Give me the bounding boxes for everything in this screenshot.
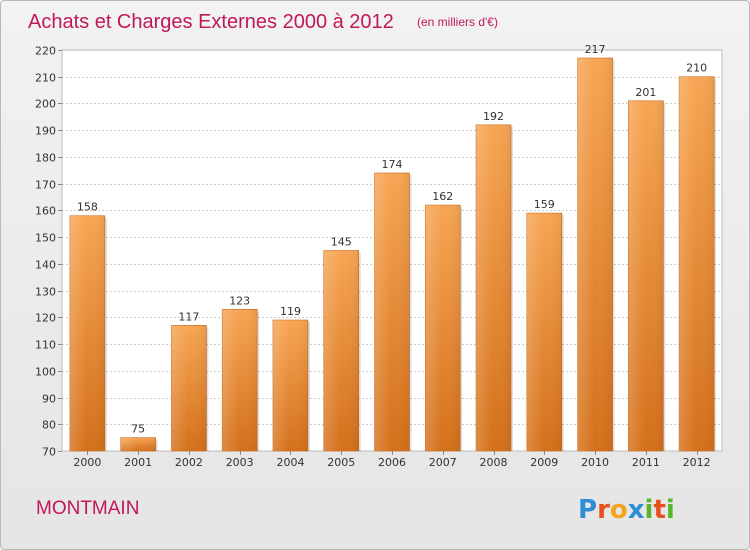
bar-highlight — [628, 100, 664, 451]
value-label: 75 — [131, 423, 145, 436]
x-tick-label: 2001 — [124, 456, 152, 469]
x-tick-label: 2003 — [226, 456, 254, 469]
x-tick-label: 2004 — [276, 456, 304, 469]
value-labels: 158 75 117 123 119 145 174 162 192 159 217 201 210 — [77, 43, 707, 436]
value-label: 192 — [483, 110, 504, 123]
proxiti-logo: Proxiti — [578, 495, 675, 525]
chart-title: Achats et Charges Externes 2000 à 2012 — [28, 11, 394, 33]
x-tick-label: 2007 — [429, 456, 457, 469]
bar-highlight — [577, 58, 613, 452]
y-tick-label: 170 — [35, 179, 56, 192]
value-label: 123 — [229, 294, 250, 307]
value-label: 217 — [585, 43, 606, 56]
y-tick-label: 200 — [35, 98, 56, 111]
value-label: 145 — [331, 236, 352, 249]
x-tick-label: 2012 — [683, 456, 711, 469]
value-label: 119 — [280, 305, 301, 318]
x-tick-label: 2011 — [632, 456, 660, 469]
bar-highlight — [679, 76, 715, 451]
y-tick-label: 110 — [35, 339, 56, 352]
value-label: 174 — [382, 158, 403, 171]
bar-highlight — [425, 205, 461, 451]
y-axis-ticks: 70 80 90 100 110 120 130 140 150 160 170 180 190 200 2… — [35, 45, 62, 459]
y-tick-label: 150 — [35, 232, 56, 245]
value-label: 210 — [686, 62, 707, 75]
x-tick-label: 2000 — [73, 456, 101, 469]
value-label: 159 — [534, 198, 555, 211]
x-tick-label: 2005 — [327, 456, 355, 469]
bar-highlight — [69, 215, 105, 451]
y-tick-label: 100 — [35, 366, 56, 379]
y-tick-label: 80 — [42, 419, 56, 432]
x-tick-label: 2006 — [378, 456, 406, 469]
logo-text: Proxiti — [578, 495, 675, 525]
bars — [69, 57, 717, 452]
x-tick-label: 2009 — [530, 456, 558, 469]
value-label: 117 — [178, 310, 199, 323]
x-axis-ticks: 2000 2001 2002 2003 2004 2005 2006 2007 2008 2009… — [73, 451, 711, 469]
x-tick-label: 2010 — [581, 456, 609, 469]
y-tick-label: 130 — [35, 286, 56, 299]
y-tick-label: 90 — [42, 393, 56, 406]
bar-highlight — [323, 250, 359, 451]
bar-highlight — [120, 437, 156, 451]
y-tick-label: 180 — [35, 152, 56, 165]
x-tick-label: 2002 — [175, 456, 203, 469]
value-label: 201 — [635, 86, 656, 99]
bar-highlight — [526, 213, 562, 451]
bar-highlight — [374, 172, 410, 451]
value-label: 158 — [77, 201, 98, 214]
chart-unit: (en milliers d'€) — [417, 15, 498, 29]
x-tick-label: 2008 — [480, 456, 508, 469]
y-tick-label: 220 — [35, 45, 56, 58]
bar-highlight — [272, 320, 308, 451]
y-tick-label: 120 — [35, 312, 56, 325]
y-tick-label: 160 — [35, 205, 56, 218]
bar-highlight — [171, 325, 207, 451]
y-tick-label: 140 — [35, 259, 56, 272]
y-tick-label: 190 — [35, 125, 56, 138]
bar-highlight — [476, 124, 512, 451]
value-label: 162 — [432, 190, 453, 203]
commune-name: MONTMAIN — [36, 498, 139, 519]
bar-highlight — [222, 309, 258, 451]
y-tick-label: 210 — [35, 72, 56, 85]
y-tick-label: 70 — [42, 446, 56, 459]
